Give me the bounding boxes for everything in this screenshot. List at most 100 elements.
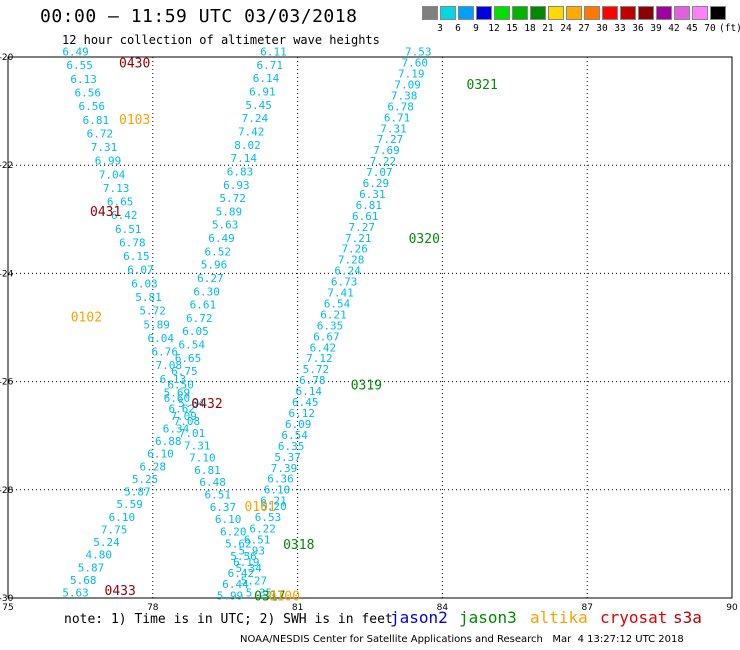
swh-value: 6.21 — [320, 308, 347, 321]
swh-value: 6.10 — [264, 484, 291, 497]
swh-value: 6.45 — [292, 396, 319, 409]
swh-value: 6.03 — [131, 277, 158, 290]
swh-value: 7.24 — [242, 112, 269, 125]
legend-swatch — [458, 6, 474, 20]
swh-value: 5.72 — [219, 192, 246, 205]
swh-value: 6.72 — [186, 312, 213, 325]
time-label: 0319 — [351, 378, 382, 393]
swh-value: 7.09 — [394, 78, 421, 91]
swh-value: 6.10 — [109, 511, 136, 524]
swh-value: 7.21 — [345, 232, 372, 245]
legend-swatch — [710, 6, 726, 20]
swh-value: 6.10 — [147, 448, 174, 461]
swh-value: 6.37 — [210, 501, 237, 514]
time-label: 0100 — [269, 589, 300, 604]
time-label: 0103 — [119, 113, 150, 128]
legend-label: 3 — [437, 23, 443, 34]
legend-label: 70 — [704, 23, 716, 34]
swh-value: 6.51 — [205, 488, 232, 501]
swh-value: 6.88 — [155, 435, 182, 448]
note-text: note: 1) Time is in UTC; 2) SWH is in fe… — [64, 612, 393, 627]
swh-value: 6.21 — [260, 495, 287, 508]
swh-value: 6.81 — [194, 464, 221, 477]
swh-value: 6.35 — [317, 319, 344, 332]
swh-value: 5.62 — [225, 538, 252, 551]
swh-value: 6.44 — [222, 578, 249, 591]
swh-value: 6.51 — [244, 534, 271, 547]
swh-value: 6.55 — [66, 59, 93, 72]
legend-label: 36 — [632, 23, 644, 34]
swh-value: 6.67 — [313, 330, 340, 343]
time-label: 0101 — [245, 500, 276, 515]
swh-value: 6.30 — [193, 285, 220, 298]
swh-value: 6.49 — [208, 232, 235, 245]
time-label: 0320 — [409, 232, 440, 247]
swh-value: 7.31 — [184, 439, 211, 452]
x-tick-label: 84 — [437, 603, 449, 613]
legend-swatch — [584, 6, 600, 20]
swh-value: 6.54 — [179, 339, 206, 352]
swh-value: 6.05 — [182, 325, 209, 338]
swh-value: 5.24 — [93, 536, 120, 549]
swh-value: 6.53 — [255, 511, 282, 524]
legend-label: 9 — [473, 23, 479, 34]
swh-value: 6.19 — [233, 556, 260, 569]
swh-value: 6.15 — [123, 250, 150, 263]
swh-value: 5.68 — [70, 574, 97, 587]
legend-swatch — [566, 6, 582, 20]
swh-value: 6.71 — [384, 111, 411, 124]
swh-value: 6.65 — [107, 196, 134, 209]
swh-value: 5.35 — [246, 587, 273, 600]
chart-title: 00:00 – 11:59 UTC 03/03/2018 — [40, 6, 358, 27]
swh-value: 5.56 — [230, 550, 257, 563]
swh-value: 6.78 — [387, 100, 414, 113]
legend-swatch — [674, 6, 690, 20]
swh-value: 6.99 — [95, 155, 122, 168]
swh-value: 7.41 — [327, 287, 354, 300]
swh-value: 8.02 — [234, 139, 261, 152]
swh-value: 7.07 — [366, 166, 393, 179]
time-label: 0433 — [105, 584, 136, 599]
sat-altika: altika — [530, 608, 588, 627]
swh-value: 7.04 — [99, 168, 126, 181]
swh-value: 6.13 — [70, 73, 97, 86]
swh-value: 7.01 — [179, 427, 206, 440]
sat-jason3: jason3 — [459, 608, 517, 627]
legend-label: 30 — [596, 23, 608, 34]
swh-value: 7.08 — [156, 359, 183, 372]
legend-label: (ft) — [719, 23, 740, 34]
y-tick-label: -22 — [0, 161, 13, 171]
legend-swatch — [638, 6, 654, 20]
swh-value: 6.51 — [115, 223, 142, 236]
swh-value: 7.53 — [405, 46, 432, 59]
x-tick-label: 78 — [147, 603, 159, 613]
time-label: 0321 — [467, 78, 498, 93]
swh-value: 6.14 — [296, 385, 323, 398]
swh-value: 6.49 — [62, 46, 89, 59]
x-tick-label: 90 — [726, 603, 738, 613]
x-tick-label: 81 — [292, 603, 303, 613]
swh-value: 6.48 — [199, 476, 226, 489]
swh-value: 7.60 — [401, 57, 428, 70]
swh-value: 7.28 — [338, 254, 365, 267]
swh-value: 6.91 — [249, 86, 276, 99]
swh-value: 6.10 — [215, 513, 242, 526]
legend-label: 18 — [524, 23, 536, 34]
time-label: 0431 — [90, 205, 121, 220]
swh-value: 6.71 — [257, 59, 284, 72]
time-label: 0432 — [191, 397, 222, 412]
swh-value: 5.37 — [274, 451, 301, 464]
swh-value: 5.34 — [235, 562, 262, 575]
swh-value: 6.28 — [140, 460, 167, 473]
y-tick-label: -30 — [0, 594, 14, 604]
swh-value: 7.42 — [238, 125, 265, 138]
swh-value: 7.12 — [306, 352, 333, 365]
swh-value: 6.54 — [281, 429, 308, 442]
swh-value: 6.78 — [119, 236, 146, 249]
legend-label: 24 — [560, 23, 572, 34]
swh-value: 6.42 — [228, 567, 255, 580]
chart-subtitle: 12 hour collection of altimeter wave hei… — [62, 33, 380, 47]
swh-value: 5.72 — [303, 363, 330, 376]
swh-value: 7.31 — [380, 122, 407, 135]
swh-value: 6.42 — [310, 341, 337, 354]
